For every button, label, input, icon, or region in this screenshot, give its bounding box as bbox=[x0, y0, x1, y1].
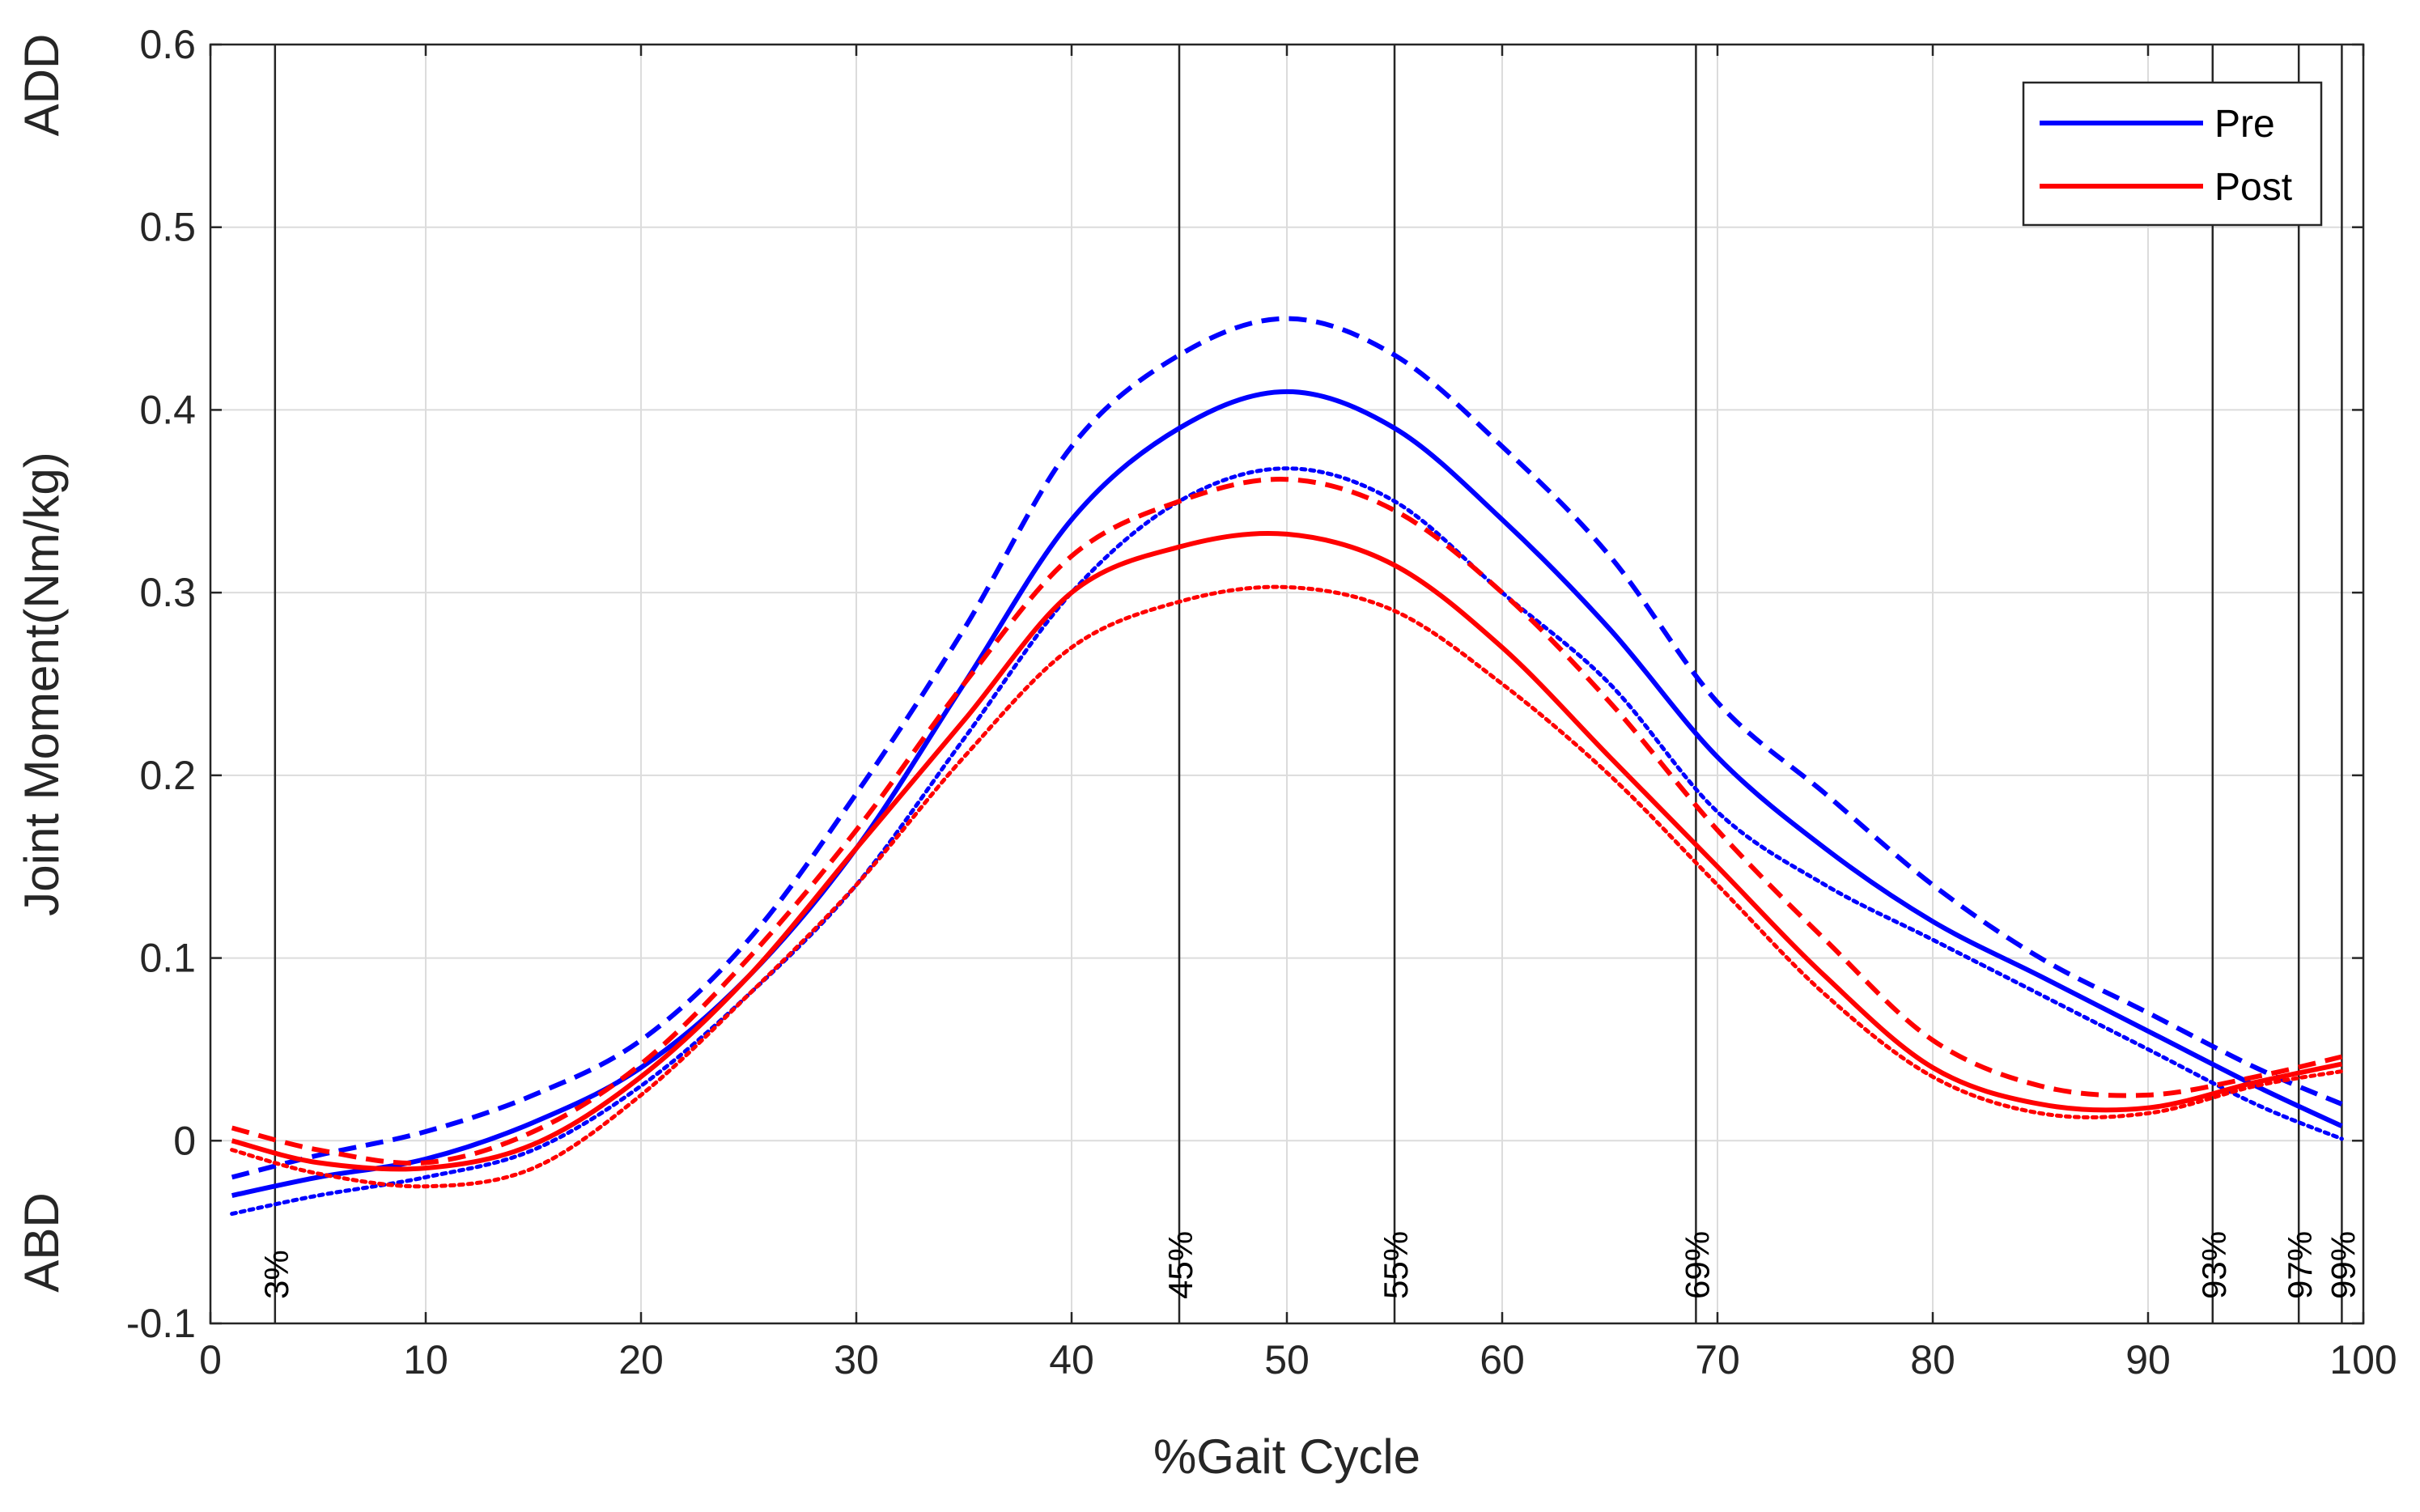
y-tick-label: 0.6 bbox=[139, 22, 196, 67]
series-line-pre-sd bbox=[230, 466, 2344, 1217]
event-line-label: 55% bbox=[1377, 1231, 1415, 1299]
x-tick-label: 20 bbox=[618, 1337, 664, 1382]
vertical-event-lines bbox=[274, 45, 2343, 1323]
event-line-label: 99% bbox=[2324, 1231, 2362, 1299]
series-line-post-mean bbox=[231, 530, 2343, 1172]
y-tick-label: 0.4 bbox=[139, 387, 196, 432]
x-tick-label: 30 bbox=[834, 1337, 879, 1382]
series-line-pre-sd bbox=[231, 316, 2343, 1180]
x-axis-ticks: 0 10 20 30 40 50 60 70 80 90 100 bbox=[199, 45, 2397, 1382]
y-tick-label: 0.2 bbox=[139, 753, 196, 798]
series-group bbox=[230, 316, 2344, 1217]
legend: Pre Post bbox=[2022, 81, 2323, 227]
y-tick-label: 0.3 bbox=[139, 570, 196, 615]
event-line-label: 97% bbox=[2281, 1231, 2319, 1299]
x-tick-label: 60 bbox=[1480, 1337, 1525, 1382]
legend-label-post: Post bbox=[2214, 166, 2292, 209]
event-line-label: 3% bbox=[257, 1250, 295, 1299]
y-axis-title: Joint Moment(Nm/kg) bbox=[15, 452, 69, 915]
event-line-label: 93% bbox=[2195, 1231, 2233, 1299]
y-tick-label: 0.1 bbox=[139, 936, 196, 981]
y-axis-ticks: -0.1 0 0.1 0.2 0.3 0.4 0.5 0.6 bbox=[126, 22, 2363, 1346]
y-tick-label: 0.5 bbox=[139, 205, 196, 250]
x-tick-label: 100 bbox=[2329, 1337, 2397, 1382]
legend-box bbox=[2022, 81, 2323, 227]
x-tick-label: 80 bbox=[1910, 1337, 1955, 1382]
series-line-post-sd bbox=[231, 477, 2343, 1166]
x-axis-title: %Gait Cycle bbox=[1153, 1429, 1420, 1484]
x-tick-label: 90 bbox=[2125, 1337, 2171, 1382]
event-line-label: 45% bbox=[1161, 1231, 1199, 1299]
x-tick-label: 40 bbox=[1049, 1337, 1094, 1382]
x-tick-label: 0 bbox=[199, 1337, 222, 1382]
gridlines bbox=[210, 45, 2363, 1323]
y-tick-label: 0 bbox=[173, 1118, 196, 1163]
x-tick-label: 10 bbox=[403, 1337, 448, 1382]
vertical-line-labels: 3% 45% 55% 69% 93% 97% 99% bbox=[257, 1231, 2363, 1299]
x-tick-label: 50 bbox=[1264, 1337, 1310, 1382]
legend-label-pre: Pre bbox=[2214, 103, 2275, 146]
adduction-label: ADD bbox=[15, 34, 69, 137]
x-tick-label: 70 bbox=[1695, 1337, 1740, 1382]
event-line-label: 69% bbox=[1678, 1231, 1716, 1299]
abduction-label: ABD bbox=[15, 1192, 69, 1292]
series-line-post-sd bbox=[230, 584, 2344, 1189]
y-tick-label: -0.1 bbox=[126, 1301, 196, 1346]
